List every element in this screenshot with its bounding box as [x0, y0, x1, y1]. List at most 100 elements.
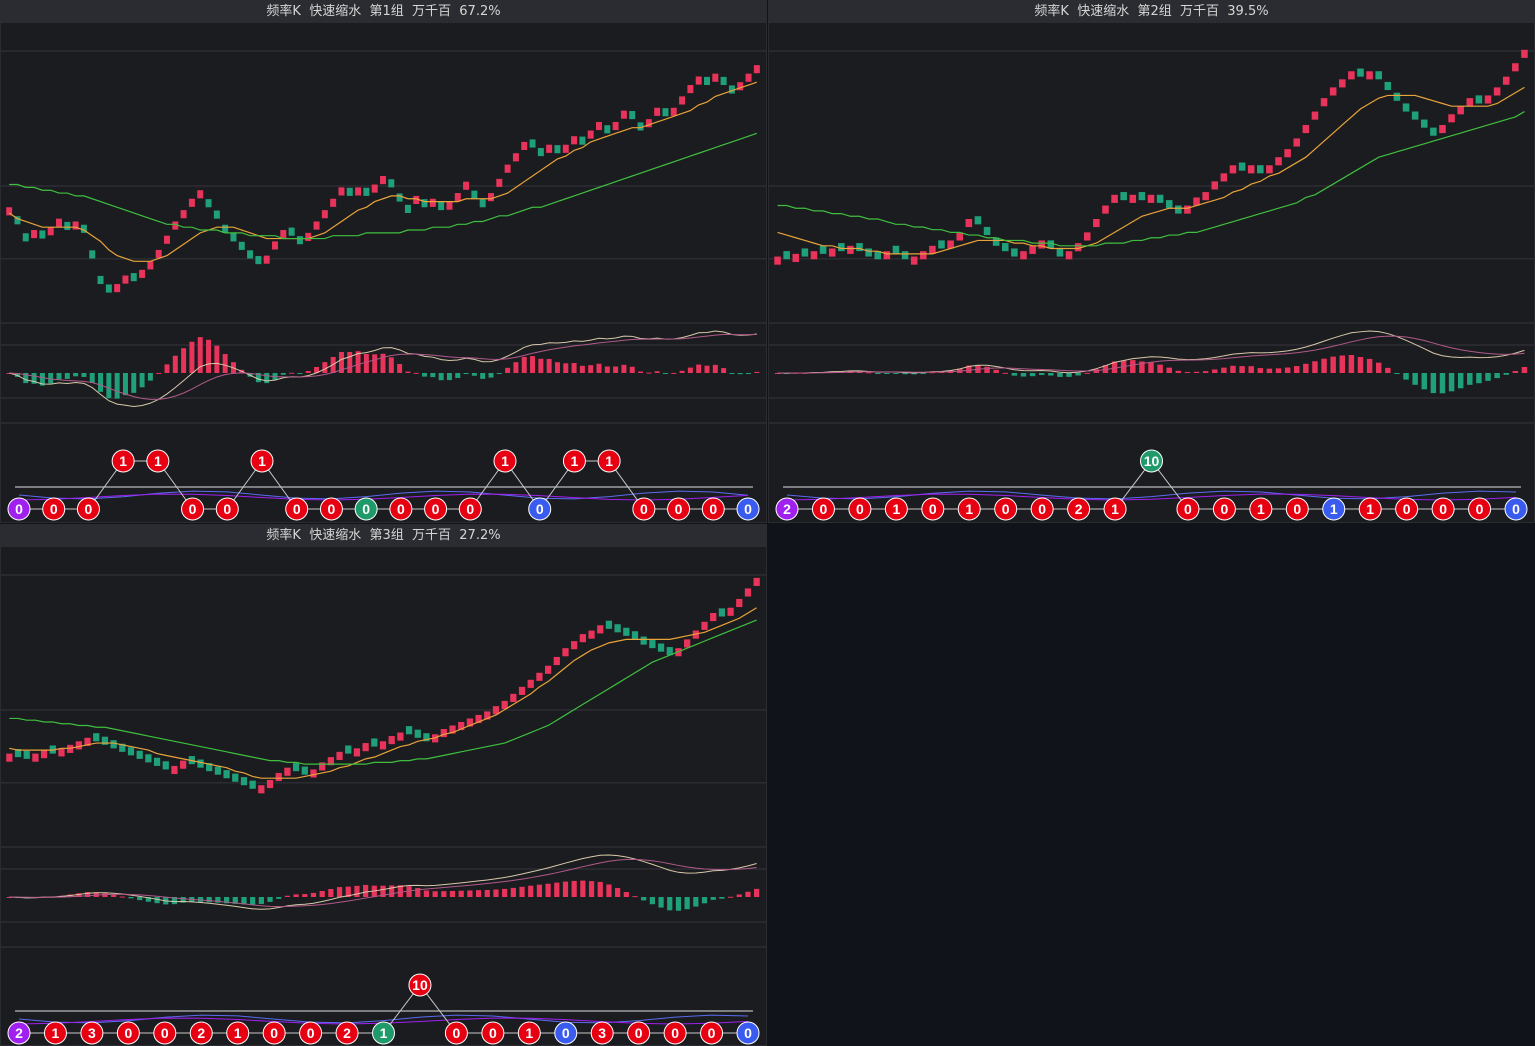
candle-up [1065, 251, 1073, 260]
macd-bar [354, 885, 360, 897]
count-label: 0 [124, 1025, 132, 1041]
candle-up [654, 107, 661, 116]
macd-bar [571, 363, 577, 373]
count-ball: 2 [335, 1021, 359, 1045]
macd-bar [1193, 371, 1200, 373]
macd-bar [31, 373, 37, 384]
macd-bar [114, 373, 120, 399]
candle-up [353, 748, 361, 757]
count-label: 0 [489, 1025, 497, 1041]
count-label: 1 [571, 453, 579, 469]
macd-bar [98, 373, 104, 392]
candle-up [1338, 79, 1346, 88]
candle-up [84, 737, 91, 746]
panel-title: 频率K 快速缩水 第3组 万千百 27.2% [1, 525, 766, 547]
macd-bar [693, 897, 699, 907]
count-label: 2 [783, 501, 791, 517]
macd-bar [1257, 368, 1264, 373]
count-label: 0 [362, 501, 370, 517]
macd-bar [480, 373, 486, 379]
candle-down [222, 224, 229, 233]
count-ball: 0 [528, 497, 552, 521]
count-label: 0 [307, 1025, 315, 1041]
candle-up [1348, 71, 1355, 80]
candle-down [718, 608, 726, 617]
count-ball: 2 [189, 1021, 213, 1045]
candle-up [1083, 232, 1091, 241]
count-label: 0 [50, 501, 58, 517]
macd-bar [902, 373, 908, 375]
count-label: 0 [85, 501, 93, 517]
count-ball: 0 [627, 1021, 651, 1045]
candle-up [56, 218, 62, 227]
candle-down [838, 243, 845, 252]
candle-down [14, 216, 21, 225]
candle-up [475, 714, 482, 724]
macd-bar [345, 886, 351, 897]
macd-bar [966, 365, 972, 373]
candle-up [695, 76, 702, 85]
macd-bar [463, 373, 469, 375]
macd-bar [1485, 373, 1491, 381]
count-ball: 2 [1067, 497, 1091, 521]
count-ball: 1 [562, 449, 586, 473]
candle-up [579, 634, 586, 643]
macd-bar [172, 355, 178, 373]
ma-short-line [9, 607, 757, 779]
candle-down [1175, 205, 1182, 214]
candle-up [284, 767, 291, 776]
candle-up [792, 253, 800, 262]
candle-down [1001, 243, 1009, 252]
candle-up [701, 621, 708, 630]
count-label: 1 [154, 453, 162, 469]
candle-down [363, 187, 370, 196]
candle-up [336, 751, 343, 760]
candle-up [1275, 157, 1282, 166]
macd-bar [1175, 370, 1182, 373]
macd-bar [1230, 365, 1236, 373]
macd-bar [297, 373, 303, 374]
candle-up [75, 741, 82, 750]
candle-up [310, 769, 317, 778]
macd-bar [363, 353, 369, 373]
count-label: 0 [293, 501, 301, 517]
count-label: 2 [1075, 501, 1083, 517]
macd-bar [206, 897, 212, 903]
macd-bar [545, 883, 551, 897]
candle-down [1375, 71, 1382, 80]
candle-down [22, 233, 29, 242]
count-label: 1 [52, 1025, 60, 1041]
candle-down [704, 76, 710, 86]
macd-bar [736, 894, 742, 897]
candle-down [537, 147, 544, 157]
count-label: 3 [88, 1025, 96, 1041]
macd-bar [475, 890, 482, 897]
count-ball: 2 [7, 1021, 31, 1045]
candle-down [1138, 192, 1146, 201]
candle-down [1357, 68, 1364, 77]
candle-down [145, 754, 152, 763]
count-label: 1 [1257, 501, 1265, 517]
count-ball: 0 [481, 1021, 505, 1045]
macd-bar [189, 341, 195, 373]
candle-up [484, 711, 491, 720]
count-label: 0 [161, 1025, 169, 1041]
candle-down [720, 76, 727, 86]
macd-bar [76, 893, 82, 897]
candle-down [1475, 95, 1483, 104]
ma-long-line [777, 111, 1525, 247]
macd-bar [1048, 373, 1054, 376]
count-label: 0 [189, 501, 197, 517]
macd-bar [206, 339, 212, 373]
candle-down [783, 251, 790, 260]
candle-down [614, 624, 621, 633]
count-ball: 10 [1140, 449, 1163, 473]
macd-bar [1111, 361, 1118, 373]
count-ball: 1 [957, 497, 981, 521]
macd-bar [322, 362, 328, 373]
count-ball: 1 [1249, 497, 1273, 521]
candle-up [188, 198, 195, 207]
macd-bar [638, 371, 644, 373]
macd-bar [737, 373, 743, 375]
